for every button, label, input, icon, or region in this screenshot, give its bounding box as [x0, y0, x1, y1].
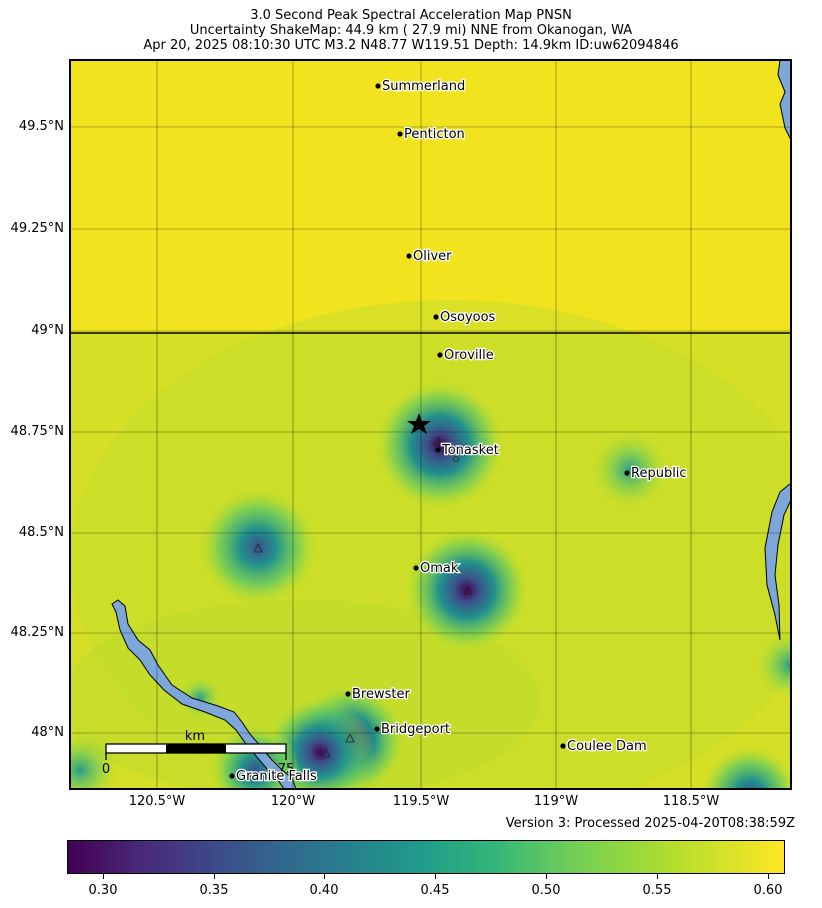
- city-label: Summerland: [382, 79, 465, 94]
- city-dot-icon: [375, 83, 381, 89]
- colorbar: [67, 840, 785, 874]
- lon-label: 120°W: [270, 794, 316, 809]
- colorbar-tick: [214, 874, 215, 879]
- city-label: Oroville: [444, 348, 494, 363]
- city-dot-icon: [345, 691, 351, 697]
- graticule: [70, 60, 791, 789]
- station-triangle-icon: [345, 733, 355, 743]
- colorbar-tick: [103, 874, 104, 879]
- colorbar-tick: [768, 874, 769, 879]
- map-subtitle: Uncertainty ShakeMap: 44.9 km ( 27.9 mi)…: [189, 23, 633, 38]
- city-layer: Summerland Penticton Oliver Osoyoos Oroville…: [229, 78, 688, 785]
- scale-start: 0: [102, 762, 110, 777]
- map-canvas: km 0 75 Summerland Penticton Oliver Osoyoos…: [70, 60, 791, 789]
- city-label: Brewster: [352, 687, 410, 702]
- city-label: Republic: [631, 466, 687, 481]
- colorbar-tick: [435, 874, 436, 879]
- lat-label: 48.75°N: [10, 424, 64, 439]
- city-dot-icon: [374, 726, 380, 732]
- station-triangle-icon: [321, 748, 331, 758]
- city-label: Bridgeport: [381, 722, 450, 737]
- colorbar-tick-label: 0.60: [753, 883, 783, 898]
- map-frame: [69, 59, 792, 790]
- scale-unit: km: [185, 729, 205, 744]
- city-dot-icon: [397, 131, 403, 137]
- city-dot-icon: [406, 253, 412, 259]
- colorbar-tick-label: 0.45: [420, 883, 450, 898]
- version-text: Version 3: Processed 2025-04-20T08:38:59…: [505, 816, 795, 831]
- lon-label: 119°W: [533, 794, 579, 809]
- colorbar-tick: [324, 874, 325, 879]
- station-markers: [253, 436, 473, 758]
- scale-end: 75: [278, 762, 295, 777]
- colorbar-tick-label: 0.55: [642, 883, 672, 898]
- lon-label: 120.5°W: [128, 794, 186, 809]
- lat-label: 48°N: [31, 725, 64, 740]
- city-label: Osoyoos: [440, 310, 496, 325]
- city-dot-icon: [433, 314, 439, 320]
- colorbar-tick-label: 0.30: [88, 883, 118, 898]
- colorbar-tick-label: 0.50: [531, 883, 561, 898]
- epicenter-star-icon: [407, 413, 431, 434]
- lat-label: 48.25°N: [10, 625, 64, 640]
- city-dot-icon: [560, 743, 566, 749]
- lat-label: 49.25°N: [10, 221, 64, 236]
- colorbar-tick-label: 0.40: [309, 883, 339, 898]
- station-triangle-icon: [463, 585, 473, 595]
- station-triangle-icon: [433, 436, 443, 446]
- colorbar-tick: [657, 874, 658, 879]
- colorbar-tick: [546, 874, 547, 879]
- lat-label: 49°N: [31, 323, 64, 338]
- city-label: Penticton: [404, 127, 465, 142]
- city-label: Omak: [420, 561, 459, 576]
- scale-bar: km 0 75: [102, 729, 294, 777]
- city-dot-icon: [435, 447, 441, 453]
- city-label: Tonasket: [441, 443, 499, 458]
- city-dot-icon: [437, 352, 443, 358]
- station-triangle-icon: [253, 543, 263, 553]
- lon-label: 118.5°W: [662, 794, 720, 809]
- shakemap-map: km 0 75 Summerland Penticton Oliver Osoyoos…: [69, 59, 792, 790]
- river-water-southwest: [111, 599, 297, 789]
- river-water-east: [764, 482, 791, 641]
- lat-label: 49.5°N: [18, 119, 64, 134]
- city-label: Oliver: [413, 249, 452, 264]
- city-label: Granite Falls: [236, 769, 317, 784]
- city-dot-icon: [413, 565, 419, 571]
- station-circle-icon: [453, 456, 459, 462]
- map-title: 3.0 Second Peak Spectral Acceleration Ma…: [250, 8, 572, 23]
- event-info: Apr 20, 2025 08:10:30 UTC M3.2 N48.77 W1…: [143, 38, 679, 53]
- lat-label: 48.5°N: [18, 525, 64, 540]
- city-label: Coulee Dam: [567, 739, 647, 754]
- city-dot-icon: [624, 470, 630, 476]
- colorbar-tick-label: 0.35: [199, 883, 229, 898]
- lon-label: 119.5°W: [392, 794, 450, 809]
- lake-water-east: [777, 60, 791, 141]
- city-dot-icon: [229, 773, 235, 779]
